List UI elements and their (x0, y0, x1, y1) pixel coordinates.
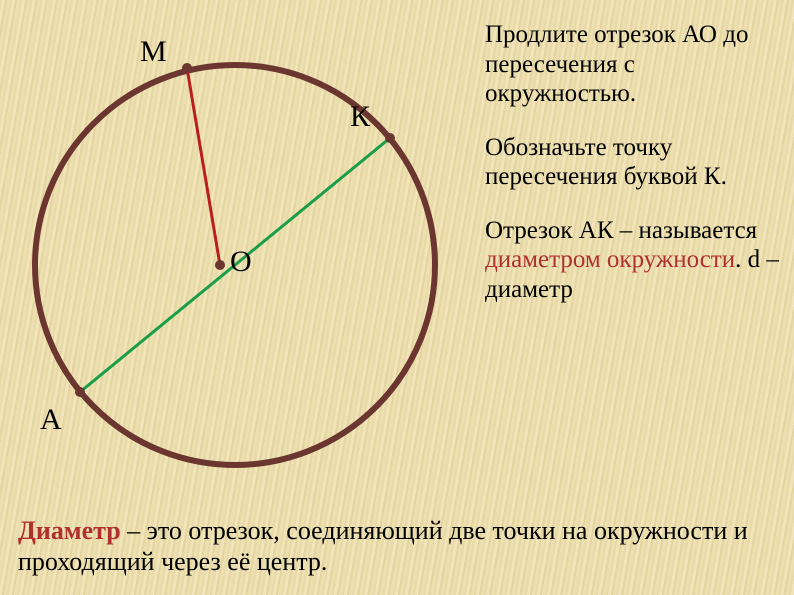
bottom-word-diameter: Диаметр (18, 516, 121, 545)
bottom-definition: Диаметр – это отрезок, соединяющий две т… (18, 515, 778, 577)
point-М (182, 63, 192, 73)
def-part-b: диаметром окружности (485, 246, 735, 273)
point-К (385, 133, 395, 143)
segment-OM (187, 68, 220, 265)
right-text-column: Продлите отрезок АО до пересечения с окр… (485, 20, 780, 328)
def-part-a: Отрезок АК – называется (485, 217, 757, 244)
label-К: К (350, 100, 370, 134)
point-А (75, 387, 85, 397)
instruction-2: Обозначьте точку пересечения буквой К. (485, 133, 780, 192)
circle-diagram: МКОА (15, 45, 455, 485)
definition-diameter-short: Отрезок АК – называется диаметром окружн… (485, 216, 780, 305)
label-О: О (230, 245, 252, 279)
bottom-rest: – это отрезок, соединяющий две точки на … (18, 516, 748, 576)
point-О (215, 260, 225, 270)
label-М: М (140, 35, 167, 69)
instruction-1: Продлите отрезок АО до пересечения с окр… (485, 20, 780, 109)
label-А: А (40, 403, 62, 437)
